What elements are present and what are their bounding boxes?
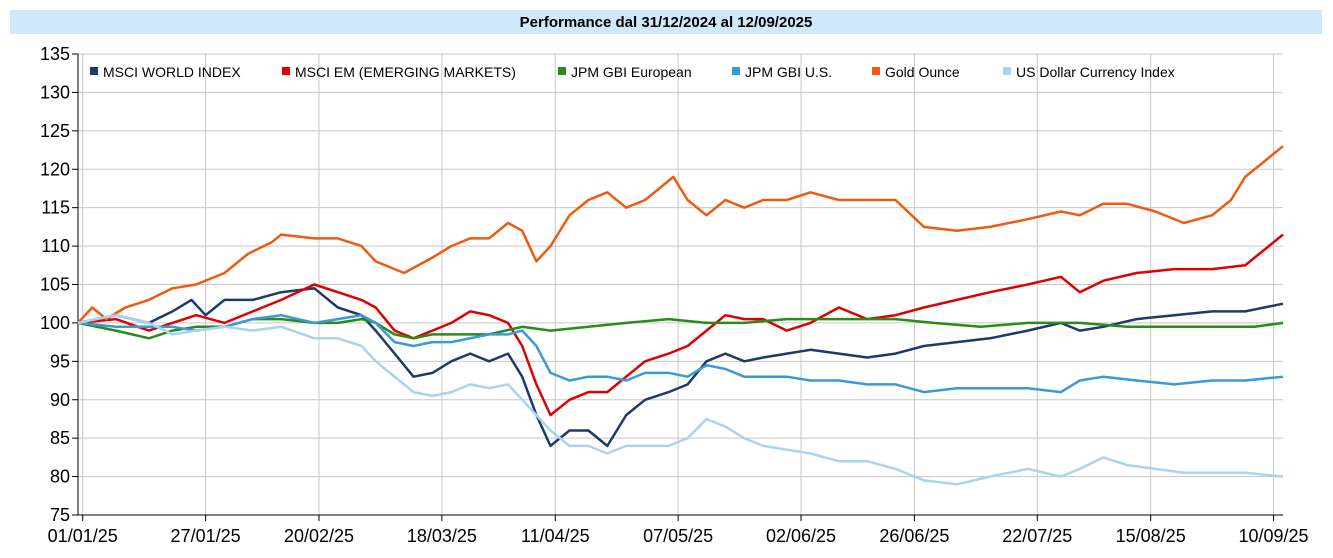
x-tick-label: 18/03/25: [407, 526, 477, 546]
legend-label: US Dollar Currency Index: [1016, 64, 1175, 80]
legend-swatch: [732, 67, 740, 75]
grid: [78, 53, 1283, 516]
x-tick-label: 11/04/25: [521, 526, 590, 546]
x-tick-label: 27/01/25: [171, 526, 241, 546]
x-tick-label: 15/08/25: [1116, 526, 1186, 546]
x-tick-label: 22/07/25: [1002, 526, 1072, 546]
legend-label: MSCI EM (EMERGING MARKETS): [295, 64, 516, 80]
y-tick-label: 95: [50, 351, 70, 371]
y-tick-label: 80: [50, 467, 70, 487]
y-tick-label: 105: [40, 275, 70, 295]
y-tick-label: 75: [50, 505, 70, 525]
series-line-1: [77, 233, 1284, 417]
y-tick-label: 135: [40, 44, 70, 64]
legend: MSCI WORLD INDEX MSCI EM (EMERGING MARKET…: [90, 64, 1175, 80]
legend-swatch: [90, 67, 98, 75]
x-tick-label: 26/06/25: [879, 526, 949, 546]
series-lines: [77, 145, 1284, 486]
y-tick-label: 125: [40, 121, 70, 141]
legend-label: MSCI WORLD INDEX: [103, 64, 241, 80]
y-tick-label: 90: [50, 390, 70, 410]
legend-label: JPM GBI U.S.: [745, 64, 832, 80]
series-line-4: [77, 145, 1284, 324]
axes: 75 80 85 90 95 100 105 110 115 120 125 130 135 01/01/…: [40, 44, 1309, 546]
x-tick-label: 01/01/25: [48, 526, 118, 546]
chart-title: Performance dal 31/12/2024 al 12/09/2025: [10, 10, 1322, 34]
x-tick-label: 07/05/25: [643, 526, 713, 546]
legend-swatch: [558, 67, 566, 75]
y-tick-label: 100: [40, 313, 70, 333]
x-tick-label: 02/06/25: [766, 526, 836, 546]
series-line-0: [77, 287, 1284, 448]
legend-label: JPM GBI European: [571, 64, 692, 80]
y-tick-label: 85: [50, 428, 70, 448]
x-tick-label: 10/09/25: [1239, 526, 1309, 546]
y-tick-label: 115: [41, 198, 70, 218]
legend-swatch: [872, 67, 880, 75]
legend-swatch: [1003, 67, 1011, 75]
x-tick-label: 20/02/25: [284, 526, 354, 546]
legend-swatch: [282, 67, 290, 75]
y-tick-label: 130: [40, 82, 70, 102]
y-tick-label: 110: [41, 236, 70, 256]
legend-label: Gold Ounce: [885, 64, 960, 80]
y-tick-label: 120: [40, 159, 70, 179]
